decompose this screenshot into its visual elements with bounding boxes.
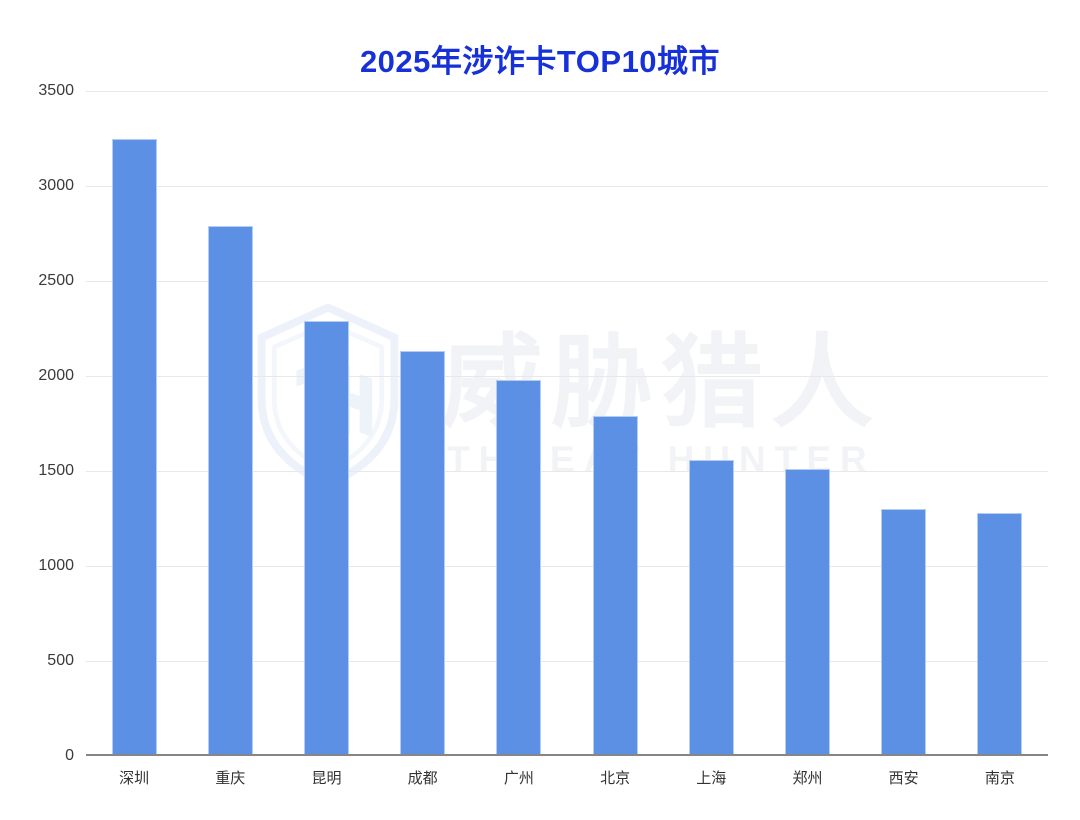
gridline-500: [86, 661, 1048, 662]
bar-上海: [688, 459, 734, 756]
y-axis-tick-0: 0: [65, 747, 74, 764]
y-axis-tick-3000: 3000: [38, 177, 74, 194]
gridline-2000: [86, 376, 1048, 377]
x-axis-label-成都: 成都: [407, 770, 438, 787]
y-axis-tick-3500: 3500: [38, 82, 74, 99]
x-axis-line: [86, 754, 1048, 756]
x-axis-label-深圳: 深圳: [119, 770, 150, 787]
bar-西安: [881, 509, 927, 756]
gridline-3500: [86, 91, 1048, 92]
bar-深圳: [111, 138, 157, 756]
y-axis-tick-1000: 1000: [38, 557, 74, 574]
x-axis-label-广州: 广州: [503, 770, 534, 787]
bar-北京: [592, 415, 638, 756]
gridline-2500: [86, 281, 1048, 282]
bar-成都: [400, 351, 446, 756]
x-axis-label-郑州: 郑州: [792, 770, 823, 787]
x-axis-label-昆明: 昆明: [311, 770, 342, 787]
y-axis-tick-1500: 1500: [38, 462, 74, 479]
gridline-3000: [86, 186, 1048, 187]
bar-昆明: [304, 320, 349, 756]
y-axis-tick-2000: 2000: [38, 367, 74, 384]
x-axis-label-上海: 上海: [696, 770, 727, 787]
x-axis-label-南京: 南京: [984, 770, 1015, 787]
bar-郑州: [785, 469, 830, 756]
bar-南京: [977, 512, 1023, 756]
chart-title: 2025年涉诈卡TOP10城市: [359, 44, 721, 79]
x-axis-label-西安: 西安: [888, 770, 919, 787]
gridline-1000: [86, 566, 1048, 567]
gridline-1500: [86, 471, 1048, 472]
bar-广州: [496, 379, 542, 756]
x-axis-label-重庆: 重庆: [215, 770, 246, 787]
y-axis-tick-500: 500: [47, 652, 74, 669]
bar-重庆: [207, 225, 253, 756]
x-axis-label-北京: 北京: [600, 770, 631, 787]
y-axis-tick-2500: 2500: [38, 272, 74, 289]
